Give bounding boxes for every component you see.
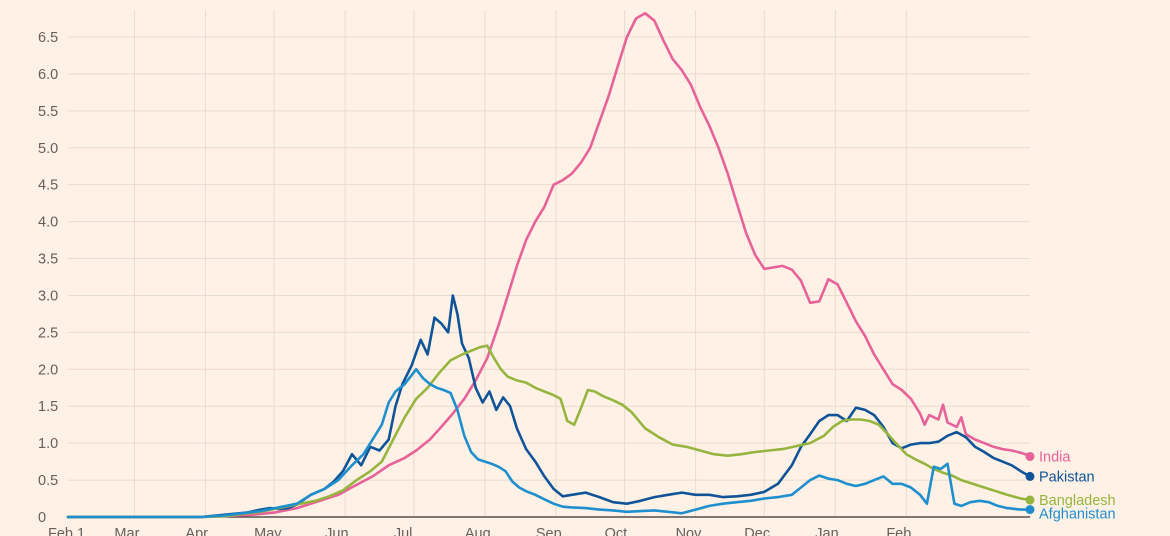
series xyxy=(66,12,1035,519)
y-tick-label: 2.0 xyxy=(38,362,58,378)
y-tick-label: 6.0 xyxy=(38,67,58,83)
x-tick-label: May xyxy=(254,526,282,536)
series-label-bangladesh: Bangladesh xyxy=(1039,493,1116,509)
series-label-india: India xyxy=(1039,449,1071,465)
y-tick-label: 2.5 xyxy=(38,325,58,341)
x-tick-label: Mar xyxy=(114,526,139,536)
x-tick-label: Apr xyxy=(185,526,208,536)
y-tick-label: 5.0 xyxy=(38,141,58,157)
series-end-dot-afghanistan xyxy=(1025,505,1035,515)
x-axis: Feb 1 Mar Apr May Jun Jul Aug Sep Oct Nov Dec Jan Fe… xyxy=(48,526,911,536)
x-tick-label: Jan xyxy=(815,526,838,536)
x-tick-label: Aug xyxy=(465,526,491,536)
x-tick-label: Feb xyxy=(886,526,911,536)
series-line-bangladesh xyxy=(66,344,1032,519)
y-tick-label: 3.5 xyxy=(38,252,58,268)
x-tick-label: Oct xyxy=(605,526,628,536)
y-tick-label: 0 xyxy=(38,510,46,526)
grid xyxy=(68,10,1030,518)
series-end-dot-pakistan xyxy=(1025,471,1035,481)
y-tick-label: 3.0 xyxy=(38,288,58,304)
y-tick-label: 1.5 xyxy=(38,399,58,415)
x-tick-label: Jun xyxy=(325,526,348,536)
series-label-afghanistan: Afghanistan xyxy=(1039,507,1116,523)
x-tick-label: Feb 1 xyxy=(48,526,85,536)
y-axis: 0 0.5 1.0 1.5 2.0 2.5 3.0 3.5 4.0 4.5 5.0 5.5 6.0 6.5 xyxy=(38,30,58,526)
x-tick-label: Jul xyxy=(394,526,413,536)
x-tick-label: Sep xyxy=(536,526,562,536)
y-tick-label: 5.5 xyxy=(38,104,58,120)
y-tick-label: 4.0 xyxy=(38,215,58,231)
series-end-dot-india xyxy=(1025,451,1035,461)
y-tick-label: 6.5 xyxy=(38,30,58,46)
x-tick-label: Nov xyxy=(676,526,703,536)
series-line-india xyxy=(66,12,1032,519)
series-line-afghanistan xyxy=(66,368,1032,519)
series-end-dot-bangladesh xyxy=(1025,495,1035,505)
y-tick-label: 4.5 xyxy=(38,178,58,194)
series-label-pakistan: Pakistan xyxy=(1039,469,1095,485)
x-tick-label: Dec xyxy=(744,526,770,536)
y-tick-label: 1.0 xyxy=(38,436,58,452)
y-tick-label: 0.5 xyxy=(38,473,58,489)
